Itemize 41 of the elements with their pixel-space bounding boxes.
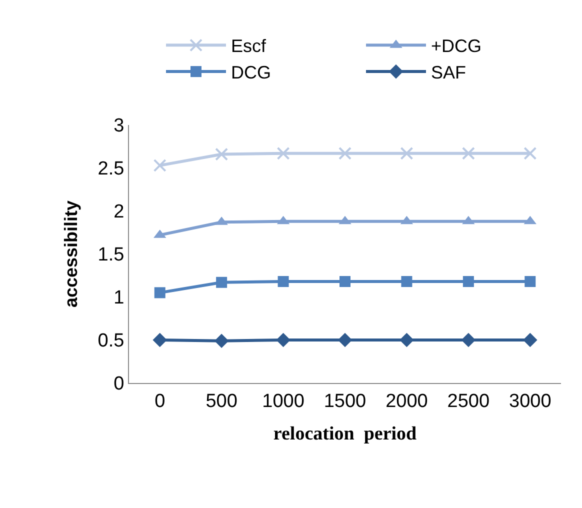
x-tick-label: 1000	[262, 390, 304, 412]
point	[215, 148, 228, 161]
y-tick-label: 0	[114, 374, 124, 395]
legend-label: +DCG	[431, 36, 482, 56]
point	[400, 146, 414, 160]
point	[338, 332, 352, 348]
y-tick-label: 2.5	[98, 158, 124, 180]
point	[462, 276, 474, 288]
point	[401, 276, 412, 288]
x-tick-label: 0	[154, 390, 166, 412]
point	[153, 158, 166, 172]
legend-label: Escf	[231, 36, 268, 56]
point	[461, 332, 476, 348]
point	[522, 332, 538, 348]
point	[276, 332, 290, 348]
y-tick-label: 1	[114, 288, 124, 309]
y-axis-title: accessibility	[60, 200, 81, 308]
x-tick-label: 1500	[324, 390, 366, 412]
x-tick-label: 2500	[447, 390, 490, 412]
point	[340, 276, 350, 288]
legend-label: SAF	[431, 62, 466, 83]
point	[400, 332, 414, 348]
x-tick-label: 500	[206, 390, 238, 412]
y-tick-label: 1.5	[98, 244, 124, 266]
point	[338, 146, 352, 160]
y-tick-label: 2	[114, 202, 124, 223]
y-tick-label: 3	[114, 116, 124, 137]
point	[154, 287, 166, 298]
point	[524, 146, 537, 160]
point	[214, 334, 229, 348]
legend-label: DCG	[231, 62, 271, 83]
point	[462, 146, 475, 160]
x-tick-label: 2000	[386, 390, 428, 412]
point	[216, 276, 228, 288]
point	[524, 276, 536, 288]
x-axis-title: relocation period	[273, 424, 418, 445]
point	[276, 146, 290, 160]
point	[152, 332, 168, 348]
point	[278, 276, 289, 288]
y-tick-label: 0.5	[98, 330, 124, 352]
x-tick-label: 3000	[509, 390, 552, 412]
